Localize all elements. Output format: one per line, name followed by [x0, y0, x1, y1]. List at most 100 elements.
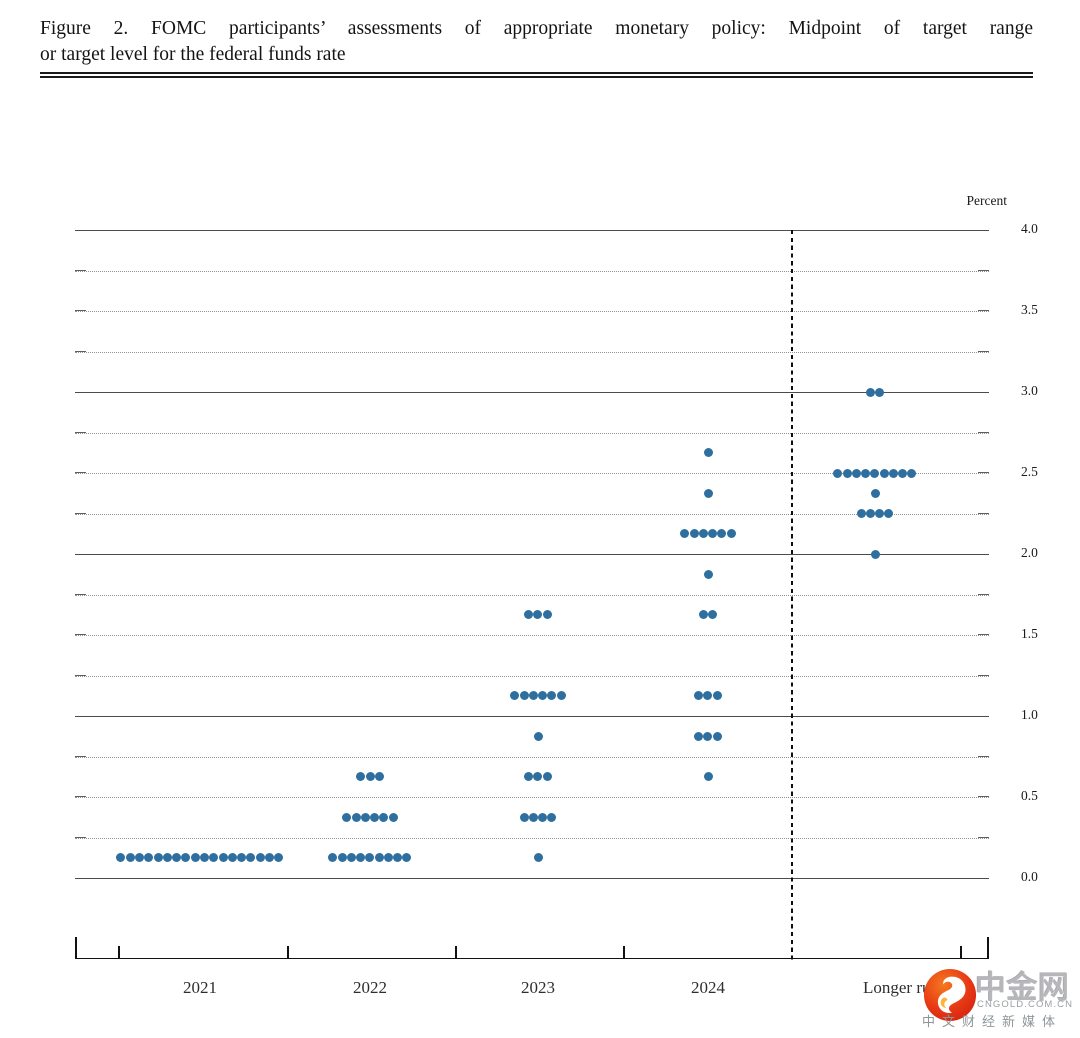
- participant-dot: [328, 853, 338, 863]
- participant-dot: [865, 387, 875, 397]
- participant-dot: [703, 448, 713, 458]
- participant-dot: [547, 812, 557, 822]
- participant-dot: [274, 853, 284, 863]
- participant-dot: [227, 853, 237, 863]
- gridline-dotted: [75, 755, 989, 758]
- dot-cluster: [870, 549, 880, 559]
- participant-dot: [879, 468, 889, 478]
- participant-dot: [533, 853, 543, 863]
- participant-dot: [528, 812, 538, 822]
- x-axis-tick: [118, 946, 120, 959]
- participant-dot: [190, 853, 200, 863]
- x-axis-tick: [623, 946, 625, 959]
- participant-dot: [209, 853, 219, 863]
- participant-dot: [181, 853, 191, 863]
- participant-dot: [365, 772, 375, 782]
- participant-dot: [519, 812, 529, 822]
- participant-dot: [388, 812, 398, 822]
- dot-cluster: [680, 529, 736, 539]
- dot-cluster: [533, 853, 543, 863]
- participant-dot: [703, 772, 713, 782]
- y-tick-label: 0.0: [1021, 869, 1038, 884]
- participant-dot: [533, 731, 543, 741]
- gridline-solid: [75, 230, 989, 231]
- y-axis-unit-label: Percent: [966, 193, 1007, 208]
- participant-dot: [346, 853, 356, 863]
- participant-dot: [125, 853, 135, 863]
- gridline-solid: [75, 716, 989, 717]
- x-axis-label-2024: 2024: [691, 978, 725, 997]
- gridline-dotted: [75, 796, 989, 798]
- dot-cluster: [519, 812, 557, 822]
- y-tick-label: 3.0: [1021, 383, 1038, 398]
- participant-dot: [365, 853, 375, 863]
- participant-dot: [162, 853, 172, 863]
- dot-cluster: [356, 772, 384, 782]
- participant-dot: [717, 529, 727, 539]
- participant-dot: [556, 691, 566, 701]
- participant-dot: [116, 853, 126, 863]
- gridline-dotted: [75, 269, 989, 272]
- participant-dot: [712, 731, 722, 741]
- x-axis-label-2022: 2022: [353, 978, 387, 997]
- participant-dot: [356, 772, 366, 782]
- gridline-dotted: [75, 634, 989, 636]
- participant-dot: [861, 468, 871, 478]
- dot-cluster: [703, 448, 713, 458]
- participant-dot: [199, 853, 209, 863]
- x-axis-label-2023: 2023: [521, 978, 555, 997]
- participant-dot: [703, 488, 713, 498]
- dot-cluster: [698, 610, 718, 620]
- participant-dot: [533, 772, 543, 782]
- dot-cluster: [328, 853, 412, 863]
- y-tick-label: 0.5: [1021, 788, 1038, 803]
- participant-dot: [875, 509, 885, 518]
- x-axis-left-end: [75, 937, 77, 959]
- participant-dot: [374, 772, 384, 782]
- projection-longer-run-separator: [790, 230, 794, 960]
- participant-dot: [218, 853, 228, 863]
- participant-dot: [694, 691, 704, 701]
- cngold-logo-icon: [923, 968, 977, 1022]
- y-tick-label: 1.0: [1021, 707, 1038, 722]
- participant-dot: [246, 853, 256, 863]
- dot-cluster: [694, 691, 722, 701]
- gridline-dotted: [75, 674, 989, 677]
- participant-dot: [870, 549, 880, 559]
- y-tick-label: 2.5: [1021, 464, 1038, 479]
- participant-dot: [370, 812, 380, 822]
- dot-cluster: [856, 509, 894, 518]
- dot-cluster: [342, 812, 398, 822]
- x-axis-right-end: [987, 937, 989, 959]
- participant-dot: [538, 812, 548, 822]
- participant-dot: [542, 772, 552, 782]
- participant-dot: [374, 853, 384, 863]
- participant-dot: [842, 468, 852, 478]
- participant-dot: [255, 853, 265, 863]
- participant-dot: [135, 853, 144, 863]
- x-axis-line: [75, 958, 989, 959]
- participant-dot: [712, 691, 722, 701]
- gridline-dotted: [75, 512, 989, 515]
- dot-cluster: [870, 488, 880, 498]
- participant-dot: [703, 731, 713, 741]
- x-axis-label-2021: 2021: [183, 978, 217, 997]
- participant-dot: [698, 529, 708, 539]
- participant-dot: [172, 853, 182, 863]
- participant-dot: [342, 812, 352, 822]
- participant-dot: [680, 529, 690, 539]
- x-axis-tick: [960, 946, 962, 959]
- participant-dot: [144, 853, 154, 863]
- participant-dot: [708, 610, 718, 620]
- y-tick-label: 2.0: [1021, 545, 1038, 560]
- figure-title: Figure 2. FOMC participants’ assessments…: [40, 16, 1033, 68]
- participant-dot: [264, 853, 274, 863]
- gridline-solid: [75, 392, 989, 393]
- participant-dot: [851, 468, 861, 478]
- figure-title-line2: or target level for the federal funds ra…: [40, 44, 346, 65]
- participant-dot: [538, 691, 548, 701]
- participant-dot: [153, 853, 163, 863]
- title-double-rule: [40, 72, 1033, 78]
- participant-dot: [524, 610, 534, 620]
